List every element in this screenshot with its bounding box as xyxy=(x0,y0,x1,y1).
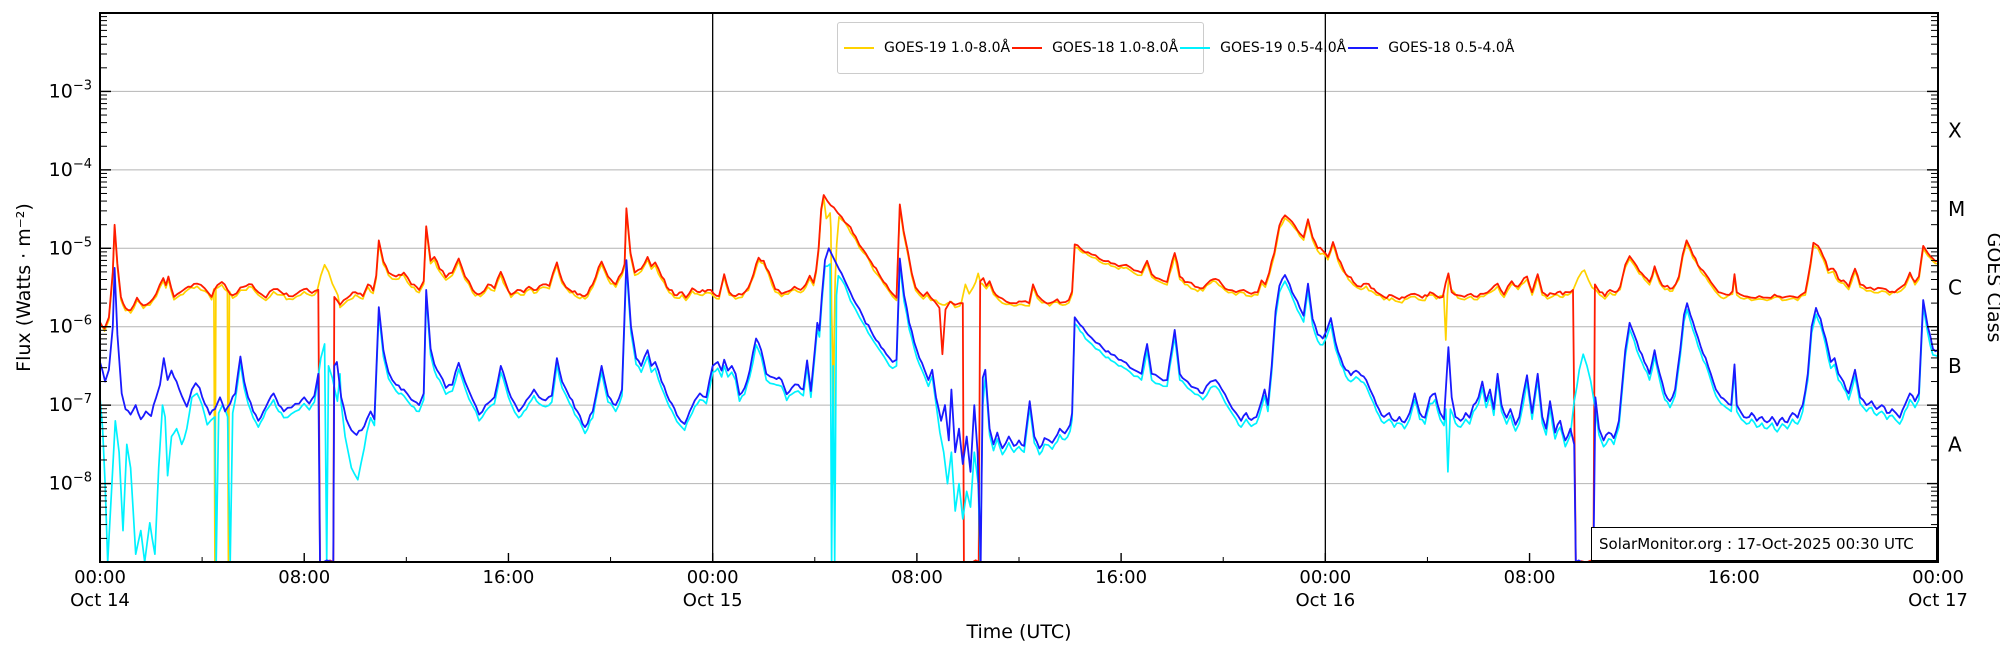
goes-class-letter-b: B xyxy=(1948,354,1962,378)
series-goes-18-0.5-4.0- xyxy=(100,247,1938,562)
legend-item-0: GOES-19 1.0-8.0Å xyxy=(842,36,1010,60)
x-tick-label: 16:00 xyxy=(483,567,535,588)
goes-class-letter-c: C xyxy=(1948,276,1962,300)
y-tick-label: 10−4 xyxy=(49,157,92,181)
legend-label: GOES-18 0.5-4.0Å xyxy=(1388,40,1515,56)
legend-item-3: GOES-18 0.5-4.0Å xyxy=(1346,36,1514,60)
x-tick-label: 16:00 xyxy=(1708,567,1760,588)
goes-class-letter-m: M xyxy=(1948,197,1965,221)
solarmonitor-annotation: SolarMonitor.org : 17-Oct-2025 00:30 UTC xyxy=(1591,527,1937,561)
y-axis-label: Flux (Watts · m⁻²) xyxy=(13,203,35,372)
x-tick-date-label: Oct 14 xyxy=(70,590,130,611)
x-tick-label: 00:00 xyxy=(1912,567,1964,588)
goes-class-letter-a: A xyxy=(1948,432,1962,456)
legend-line-swatch xyxy=(1180,47,1211,49)
legend-label: GOES-18 1.0-8.0Å xyxy=(1052,40,1179,56)
x-tick-date-label: Oct 16 xyxy=(1295,590,1355,611)
x-tick-label: 00:00 xyxy=(687,567,739,588)
legend-line-swatch xyxy=(1012,47,1043,49)
y-tick-label: 10−3 xyxy=(49,78,92,102)
y-tick-label: 10−6 xyxy=(49,314,92,338)
goes-class-letter-x: X xyxy=(1948,119,1962,143)
legend-label: GOES-19 1.0-8.0Å xyxy=(884,40,1011,56)
x-tick-date-label: Oct 17 xyxy=(1908,590,1968,611)
legend: GOES-19 1.0-8.0Å GOES-18 1.0-8.0Å GOES-19 … xyxy=(837,22,1514,74)
series-goes-19-0.5-4.0- xyxy=(100,263,1938,562)
x-tick-label: 00:00 xyxy=(1299,567,1351,588)
legend-item-1: GOES-18 1.0-8.0Å xyxy=(1010,36,1178,60)
legend-item-2: GOES-19 0.5-4.0Å xyxy=(1178,36,1346,60)
x-tick-label: 00:00 xyxy=(74,567,126,588)
legend-line-swatch xyxy=(1348,47,1379,49)
x-tick-label: 16:00 xyxy=(1095,567,1147,588)
y-tick-label: 10−7 xyxy=(49,392,92,416)
x-tick-label: 08:00 xyxy=(891,567,943,588)
y-tick-label: 10−8 xyxy=(49,471,92,495)
x-axis-label: Time (UTC) xyxy=(965,621,1071,643)
y-tick-label: 10−5 xyxy=(49,235,92,259)
x-tick-date-label: Oct 15 xyxy=(683,590,743,611)
annotation-text: SolarMonitor.org : 17-Oct-2025 00:30 UTC xyxy=(1599,535,1914,553)
right-axis-label: GOES Class xyxy=(1983,233,2000,343)
x-tick-label: 08:00 xyxy=(278,567,330,588)
legend-line-swatch xyxy=(844,47,874,49)
series-goes-18-1.0-8.0- xyxy=(100,194,1938,562)
x-tick-label: 08:00 xyxy=(1504,567,1556,588)
legend-label: GOES-19 0.5-4.0Å xyxy=(1220,40,1347,56)
series-goes-19-1.0-8.0- xyxy=(100,196,1938,562)
